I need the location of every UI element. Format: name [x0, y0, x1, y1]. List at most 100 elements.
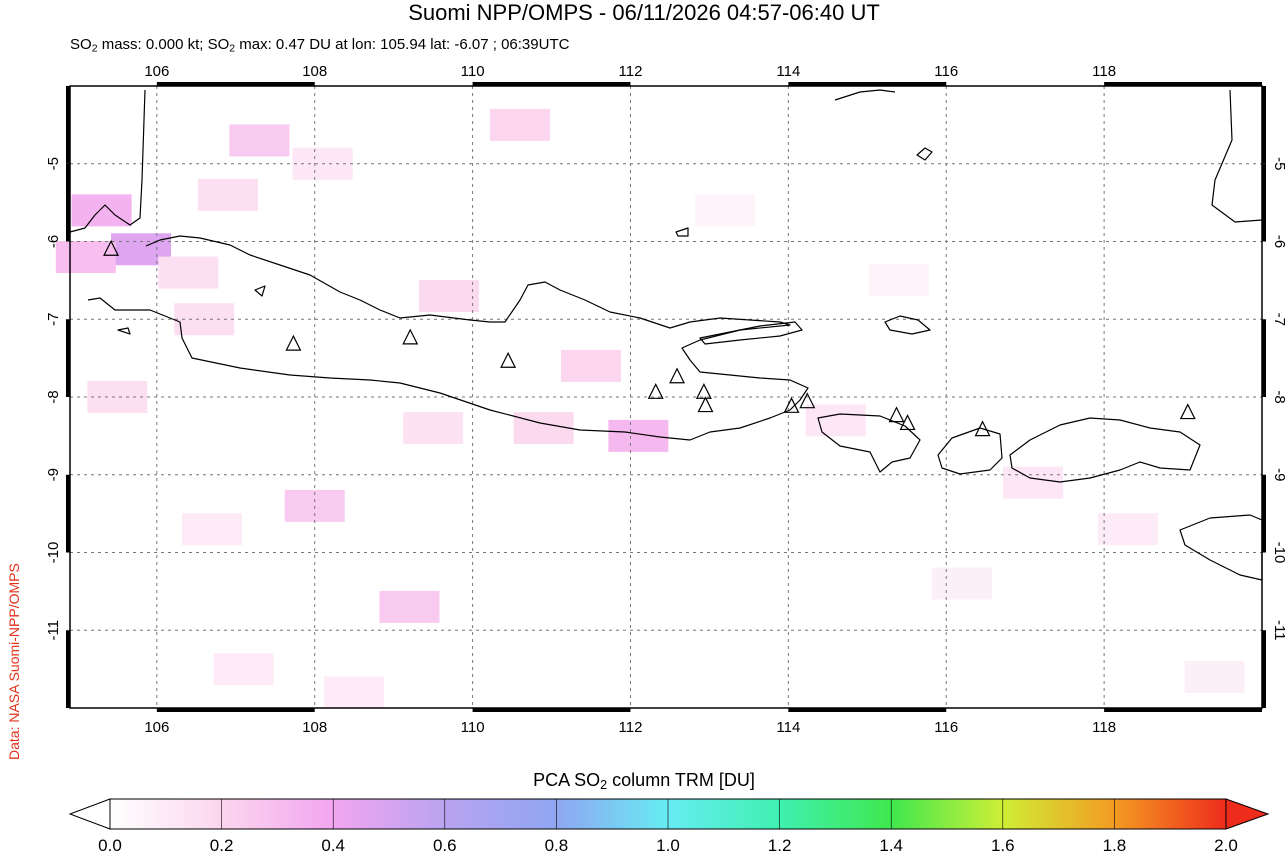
lat-tick-label: -11: [45, 620, 62, 641]
lon-tick-label: 114: [776, 719, 800, 736]
island-panaitan: [254, 285, 266, 297]
colorbar-tick-label: 1.6: [991, 836, 1015, 855]
coastline-lombok: [937, 427, 1003, 475]
so2-pixel: [608, 419, 669, 452]
frame-band: [472, 82, 631, 86]
map-frame-bands: [66, 82, 1266, 712]
so2-pixel: [403, 412, 464, 445]
lat-tick-label: -9: [45, 468, 62, 481]
coastline-madura: [699, 321, 803, 345]
so2-pixel: [932, 567, 993, 600]
frame-band: [1104, 708, 1262, 712]
lon-tick-label: 116: [934, 719, 958, 736]
frame-band: [1262, 319, 1266, 397]
so2-pixel: [55, 241, 116, 274]
so2-pixel: [182, 513, 243, 546]
lat-tick-label: -5: [1271, 157, 1288, 170]
lon-tick-label: 108: [302, 63, 327, 80]
lat-tick-label: -9: [1271, 468, 1288, 481]
colorbar-tick-label: 0.2: [210, 836, 234, 855]
lat-tick-label: -7: [45, 313, 62, 326]
volcano-marker: [103, 239, 120, 256]
island-bawean: [916, 147, 933, 161]
colorbar-low-arrow: [68, 798, 111, 830]
frame-band: [66, 163, 70, 242]
so2-pixel: [805, 404, 866, 437]
so2-pixel: [229, 124, 290, 157]
frame-band: [788, 708, 947, 712]
so2-pixel: [868, 264, 929, 297]
so2-pixel: [324, 676, 385, 709]
coastline-sumba: [1179, 514, 1263, 581]
coastline-sumatra: [69, 89, 146, 233]
frame-band: [66, 319, 70, 397]
lon-tick-label: 118: [1092, 719, 1116, 736]
lat-tick-label: -8: [45, 390, 62, 403]
so2-pixel: [561, 349, 622, 382]
volcano-marker: [695, 382, 712, 399]
colorbar-tick-label: 0.6: [433, 836, 457, 855]
lon-tick-label: 110: [461, 719, 485, 736]
coastline-sulawesi: [1211, 89, 1263, 223]
so2-summary: SO2 mass: 0.000 kt; SO2 max: 0.47 DU at …: [70, 36, 570, 55]
volcano-marker: [697, 396, 714, 413]
volcano-marker: [1179, 403, 1196, 420]
frame-band: [1262, 474, 1266, 553]
so2-pixel: [1184, 660, 1245, 693]
lon-tick-label: 112: [619, 63, 643, 80]
coastline-bali: [817, 413, 921, 473]
so2-pixel: [379, 590, 440, 623]
so2-pixel: [87, 381, 148, 413]
volcano-marker: [783, 396, 800, 413]
frame-band: [788, 82, 947, 86]
lat-tick-label: -10: [1271, 542, 1288, 564]
so2-map: 106 106 108 108 110 110 112 112 114 114 116 116 118 1…: [45, 63, 1288, 736]
frame-band: [66, 474, 70, 553]
so2-pixel: [1097, 513, 1158, 546]
so2-pixel: [197, 178, 258, 211]
colorbar-tick-label: 1.4: [879, 836, 903, 855]
lat-tick-label: -6: [1271, 235, 1288, 248]
coastline-sumbawa: [1009, 417, 1201, 483]
colorbar-high-arrow: [1225, 798, 1270, 830]
so2-pixel-layer: [55, 108, 1245, 709]
volcano-marker: [799, 392, 816, 409]
lat-tick-label: -7: [1271, 313, 1288, 326]
lon-tick-label: 106: [144, 63, 169, 80]
so2-pixel: [158, 256, 219, 289]
frame-band: [1262, 86, 1266, 164]
volcano-marker: [500, 351, 517, 368]
colorbar-title: PCA SO2 column TRM [DU]: [533, 770, 755, 793]
so2-pixel: [1003, 466, 1064, 499]
volcano-marker: [647, 382, 664, 399]
island-kangean: [884, 315, 931, 335]
lon-tick-label: 106: [144, 719, 169, 736]
frame-band: [1262, 163, 1266, 242]
island-karimunjawa: [675, 227, 689, 237]
colorbar-tick-label: 1.8: [1103, 836, 1127, 855]
frame-band: [66, 86, 70, 164]
volcano-marker: [285, 334, 302, 351]
lat-tick-label: -5: [45, 157, 62, 170]
colorbar-ticks: 0.0 0.2 0.4 0.6 0.8 1.0 1.2 1.4 1.6 1.8 2.0: [98, 799, 1238, 855]
colorbar-tick-label: 0.8: [545, 836, 569, 855]
colorbar-tick-label: 1.2: [768, 836, 792, 855]
frame-band: [156, 708, 315, 712]
frame-band: [1262, 630, 1266, 708]
frame-band: [472, 708, 631, 712]
volcano-marker: [888, 406, 905, 423]
colorbar-tick-label: 0.4: [321, 836, 345, 855]
lon-tick-label: 116: [934, 63, 958, 80]
so2-pixel: [71, 194, 132, 227]
lon-tick-label: 118: [1092, 63, 1116, 80]
lat-tick-label: -8: [1271, 390, 1288, 403]
so2-pixel: [695, 194, 756, 227]
volcano-marker: [974, 420, 991, 437]
colorbar-tick-label: 1.0: [656, 836, 680, 855]
so2-pixel: [513, 412, 574, 445]
so2-pixel: [489, 108, 550, 141]
map-title: Suomi NPP/OMPS - 06/11/2026 04:57-06:40 …: [408, 0, 880, 25]
volcano-markers: [103, 239, 1196, 437]
lon-tick-label: 112: [619, 719, 643, 736]
colorbar-tick-label: 2.0: [1214, 836, 1238, 855]
